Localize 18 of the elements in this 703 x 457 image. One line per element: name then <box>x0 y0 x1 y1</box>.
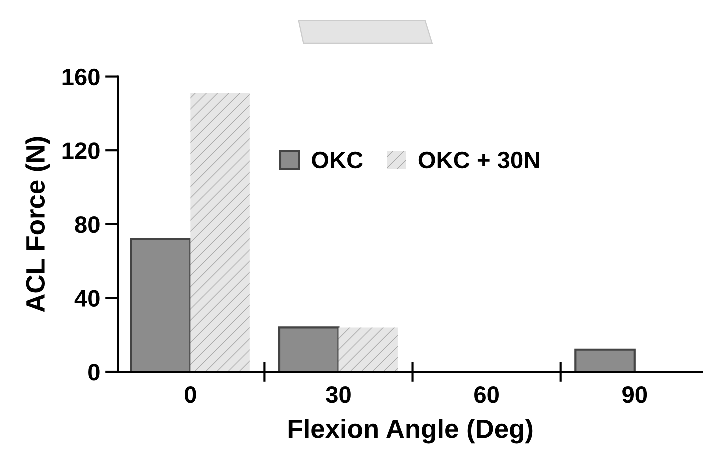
bar <box>278 326 340 372</box>
x-axis-title: Flexion Angle (Deg) <box>288 419 533 444</box>
legend-label: OKC <box>312 152 363 169</box>
legend-label: OKC + 30N <box>418 152 540 169</box>
x-tick-label: 0 <box>185 386 196 404</box>
bar <box>338 328 398 372</box>
x-tick-label: 30 <box>326 386 351 404</box>
y-axis-title: ACL Force (N) <box>26 137 50 312</box>
bar <box>130 238 192 372</box>
y-tick-label: 0 <box>88 364 100 381</box>
y-tick-label: 80 <box>75 216 100 234</box>
x-tick-label: 90 <box>622 386 648 404</box>
y-tick-label: 40 <box>74 290 100 307</box>
bar <box>574 348 636 372</box>
y-tick-label: 120 <box>62 142 100 160</box>
bar <box>190 93 250 372</box>
x-tick-label: 60 <box>474 386 499 404</box>
y-tick-label: 160 <box>62 68 100 86</box>
